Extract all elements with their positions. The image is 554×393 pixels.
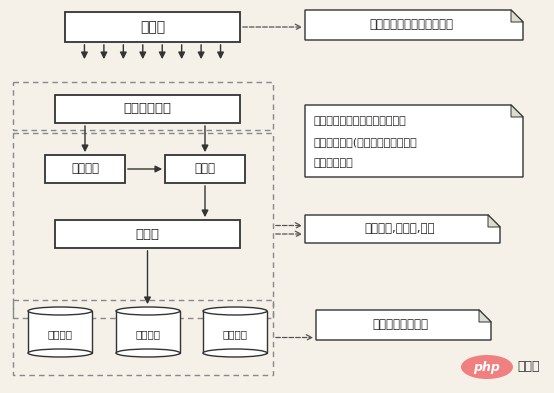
Text: 中文网: 中文网 — [517, 360, 540, 373]
Bar — [203, 311, 267, 353]
Text: 加密函数等）: 加密函数等） — [313, 158, 353, 167]
Bar — [13, 82, 273, 130]
Ellipse shape — [461, 355, 513, 379]
Polygon shape — [511, 10, 523, 22]
Ellipse shape — [203, 307, 267, 315]
Ellipse shape — [28, 349, 92, 357]
Text: 存储过程,触发器,视图: 存储过程,触发器,视图 — [364, 222, 435, 235]
Text: 所有内建函数(日期，时间，数学和: 所有内建函数(日期，时间，数学和 — [313, 137, 417, 147]
Bar — [65, 12, 240, 42]
Bar — [55, 95, 240, 123]
Text: 存储和提取数据，: 存储和提取数据， — [372, 318, 428, 332]
Text: php: php — [474, 360, 500, 373]
Text: 存储引擎: 存储引擎 — [223, 329, 248, 339]
Bar — [165, 155, 245, 183]
Ellipse shape — [116, 349, 180, 357]
Polygon shape — [305, 10, 523, 40]
Polygon shape — [488, 215, 500, 227]
Bar — [45, 155, 125, 183]
Ellipse shape — [116, 307, 180, 315]
Text: 分析器: 分析器 — [194, 162, 216, 176]
Text: 查询缓存: 查询缓存 — [71, 162, 99, 176]
Polygon shape — [305, 215, 500, 243]
Text: 存储引擎: 存储引擎 — [48, 329, 73, 339]
Text: 存储引擎: 存储引擎 — [136, 329, 161, 339]
Bar — [28, 311, 92, 353]
Text: 客户端: 客户端 — [140, 20, 165, 34]
Bar — [13, 133, 273, 318]
Bar — [13, 300, 273, 375]
Bar — [116, 311, 180, 353]
Text: 查询解析，分析，优化，缓存，: 查询解析，分析，优化，缓存， — [313, 116, 406, 127]
Ellipse shape — [28, 307, 92, 315]
Bar — [55, 220, 240, 248]
Text: 连接处理，授权认证，安全: 连接处理，授权认证，安全 — [369, 18, 453, 31]
Polygon shape — [479, 310, 491, 322]
Polygon shape — [316, 310, 491, 340]
Text: 连接线程处理: 连接线程处理 — [124, 103, 172, 116]
Polygon shape — [511, 105, 523, 117]
Polygon shape — [305, 105, 523, 177]
Ellipse shape — [203, 349, 267, 357]
Text: 优化器: 优化器 — [136, 228, 160, 241]
